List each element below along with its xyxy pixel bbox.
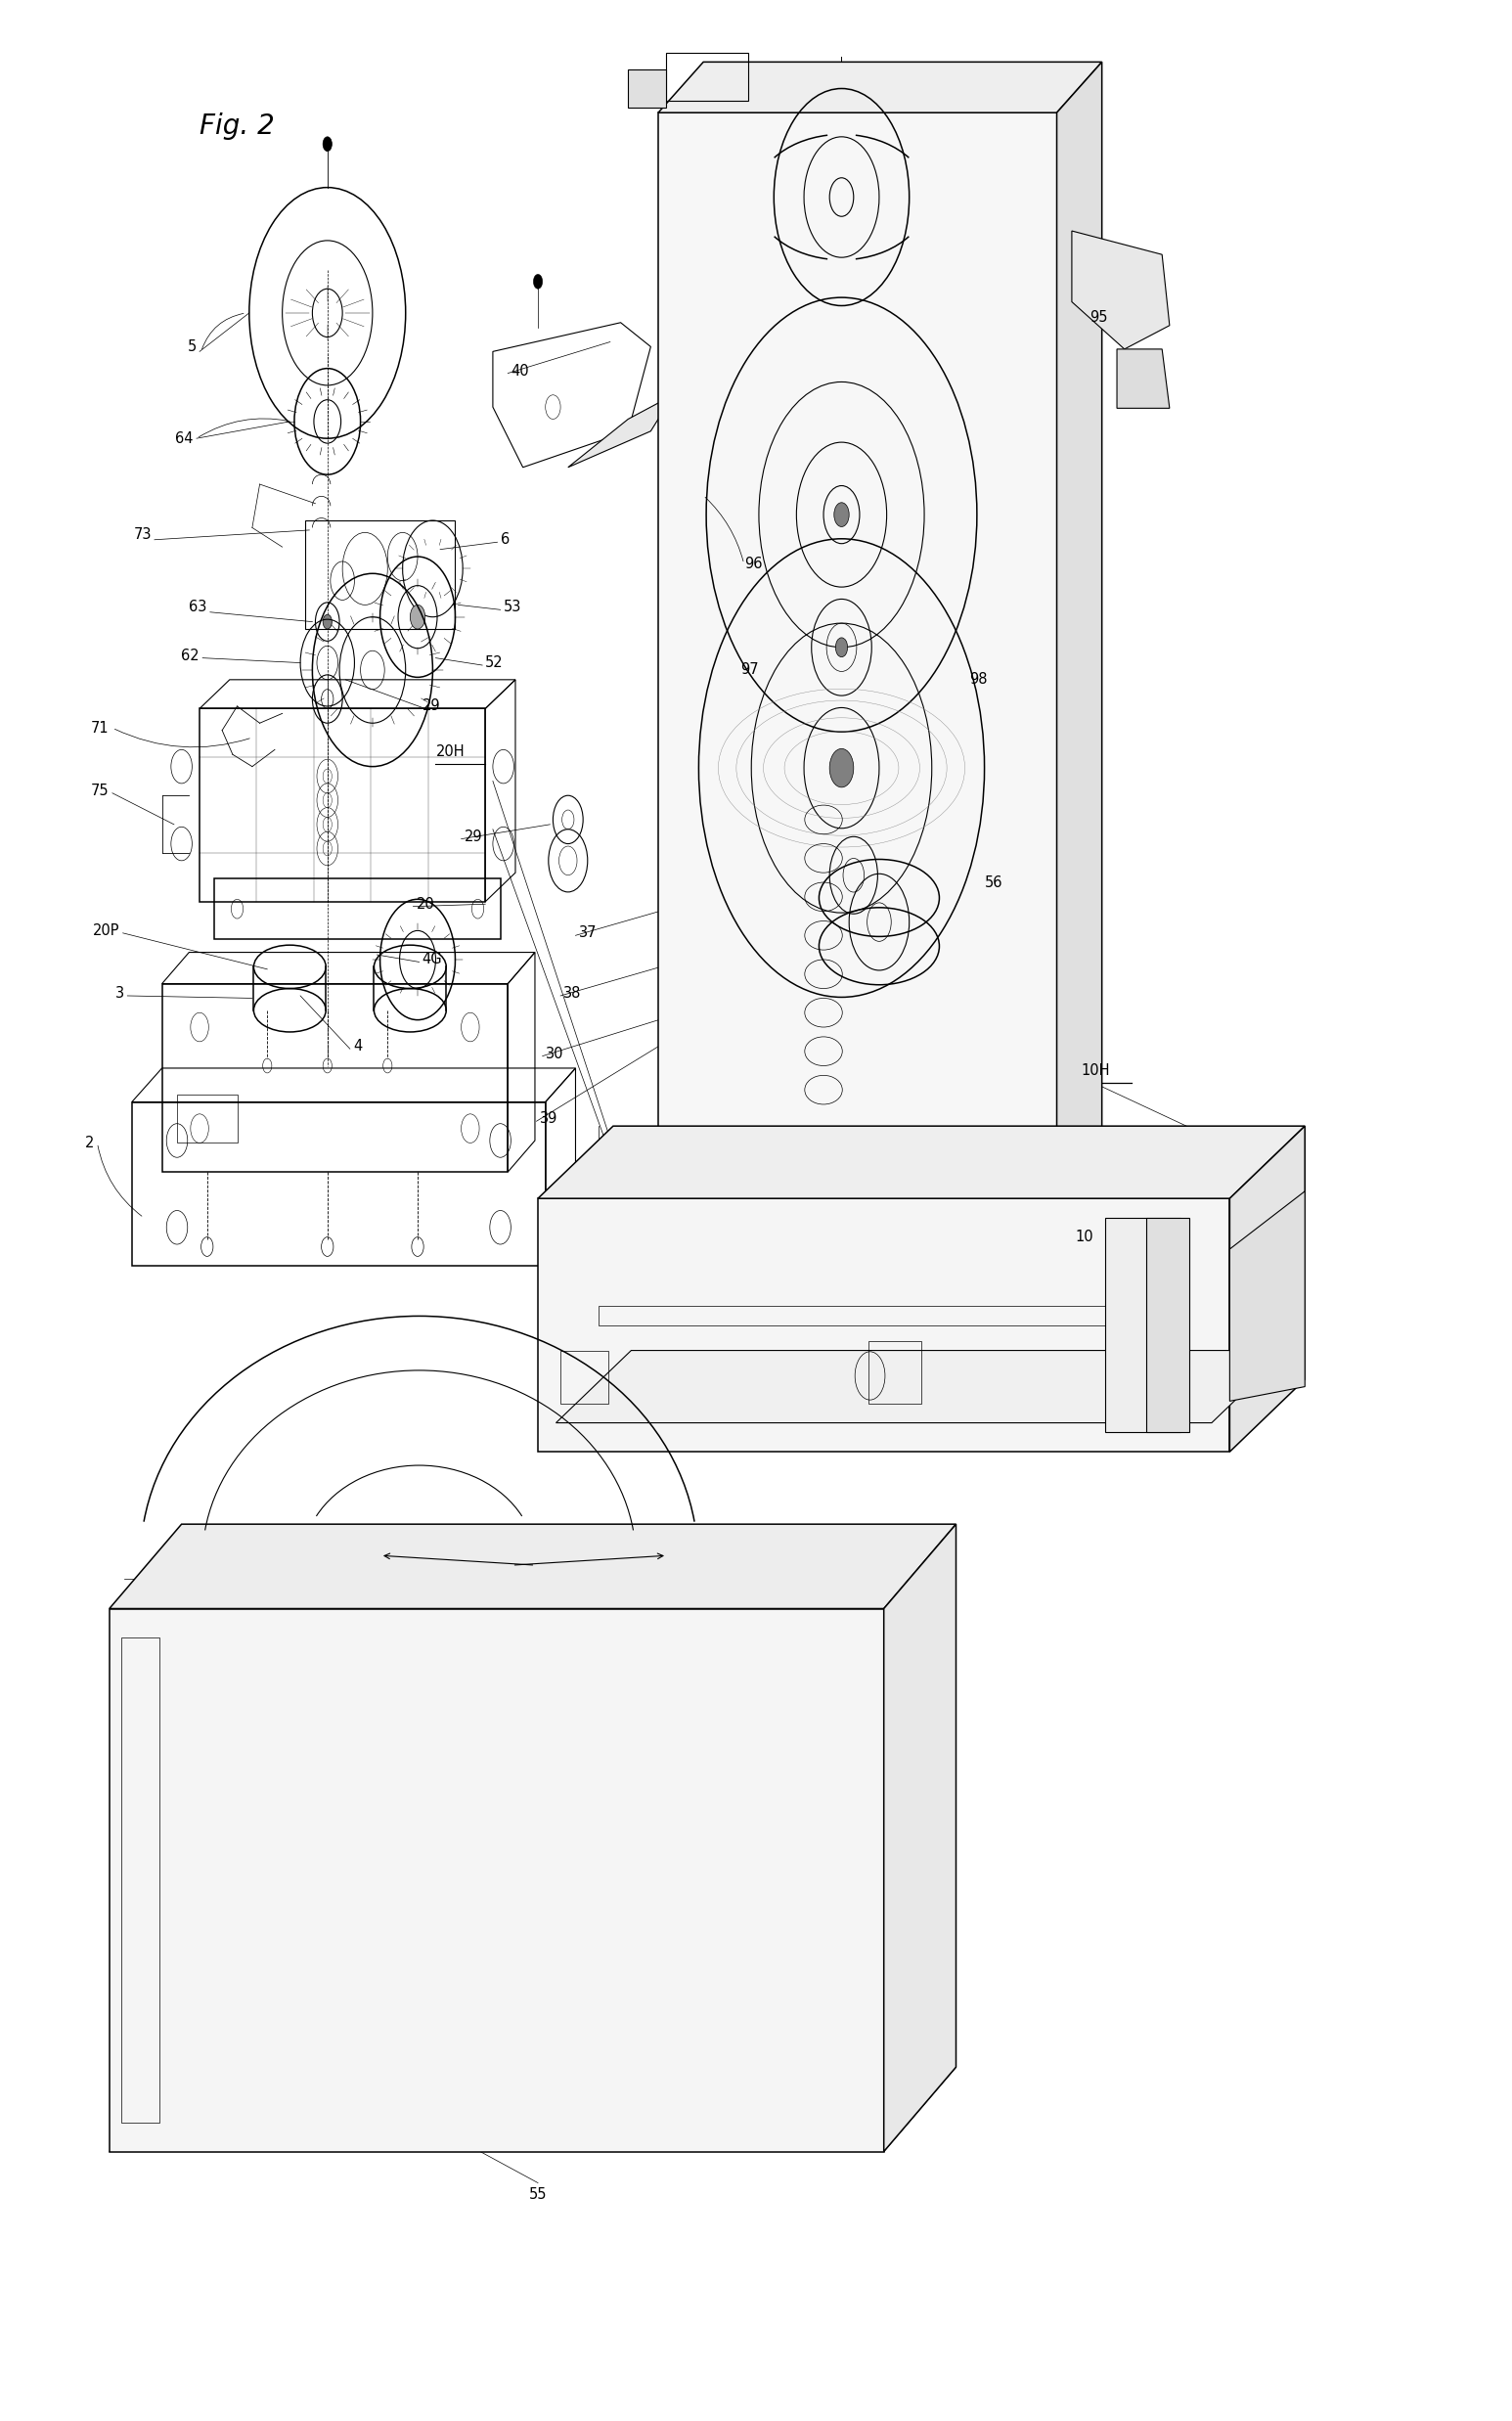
Text: 29: 29 xyxy=(422,700,440,714)
Polygon shape xyxy=(658,114,1057,1295)
Polygon shape xyxy=(538,1126,1305,1198)
Text: 40: 40 xyxy=(511,363,529,378)
Bar xyxy=(1146,1218,1188,1433)
Text: 55: 55 xyxy=(529,2189,547,2203)
Bar xyxy=(132,1102,546,1266)
Text: 29: 29 xyxy=(464,828,482,845)
Text: Fig. 2: Fig. 2 xyxy=(200,114,275,140)
Polygon shape xyxy=(538,1198,1229,1453)
Text: 71: 71 xyxy=(91,721,109,736)
Text: 52: 52 xyxy=(485,656,503,671)
Bar xyxy=(561,1351,609,1404)
Text: 39: 39 xyxy=(540,1111,558,1126)
Text: 62: 62 xyxy=(181,649,200,663)
Bar xyxy=(215,879,500,939)
Polygon shape xyxy=(627,70,665,109)
Polygon shape xyxy=(1072,230,1170,349)
Polygon shape xyxy=(658,63,1102,114)
Text: 3: 3 xyxy=(115,985,124,1000)
Polygon shape xyxy=(569,395,673,467)
Text: 95: 95 xyxy=(1090,310,1108,324)
Text: 30: 30 xyxy=(546,1046,564,1060)
Text: 4: 4 xyxy=(352,1039,361,1053)
Polygon shape xyxy=(885,1525,956,2152)
Text: 2: 2 xyxy=(85,1135,94,1150)
Bar xyxy=(177,1094,237,1143)
Circle shape xyxy=(534,274,543,288)
Text: 64: 64 xyxy=(175,431,194,445)
Text: 10: 10 xyxy=(1075,1230,1093,1244)
Polygon shape xyxy=(1229,1126,1305,1453)
Bar xyxy=(869,1341,921,1404)
Text: 38: 38 xyxy=(564,985,582,1000)
Text: 4G: 4G xyxy=(422,951,443,966)
Polygon shape xyxy=(109,2068,956,2152)
Polygon shape xyxy=(1229,1191,1305,1402)
Circle shape xyxy=(835,504,850,528)
Polygon shape xyxy=(109,1525,956,1608)
Polygon shape xyxy=(556,1351,1287,1424)
Polygon shape xyxy=(1057,63,1102,1295)
Text: 5: 5 xyxy=(187,339,197,353)
Text: 97: 97 xyxy=(741,663,759,678)
Text: 75: 75 xyxy=(91,784,109,799)
Text: 63: 63 xyxy=(189,600,207,615)
Bar xyxy=(1105,1218,1181,1433)
Bar xyxy=(121,1637,159,2123)
Bar xyxy=(305,521,455,629)
Text: 20: 20 xyxy=(416,896,434,910)
Text: 20P: 20P xyxy=(92,922,119,937)
Bar xyxy=(599,1305,1170,1324)
Bar xyxy=(162,983,508,1172)
Text: 37: 37 xyxy=(579,925,597,939)
Text: 56: 56 xyxy=(984,874,1002,889)
Text: 73: 73 xyxy=(133,528,151,542)
Circle shape xyxy=(830,748,854,787)
Circle shape xyxy=(410,605,425,629)
Polygon shape xyxy=(1117,349,1170,409)
Text: 20H: 20H xyxy=(435,746,464,760)
Circle shape xyxy=(324,615,333,629)
Circle shape xyxy=(836,637,848,656)
Text: 53: 53 xyxy=(503,600,522,615)
Polygon shape xyxy=(109,1608,885,2152)
Circle shape xyxy=(324,136,333,150)
Text: 98: 98 xyxy=(969,673,987,688)
Text: 96: 96 xyxy=(744,557,762,571)
Text: 6: 6 xyxy=(500,533,510,547)
Bar xyxy=(200,709,485,901)
Text: 10H: 10H xyxy=(1081,1063,1110,1077)
